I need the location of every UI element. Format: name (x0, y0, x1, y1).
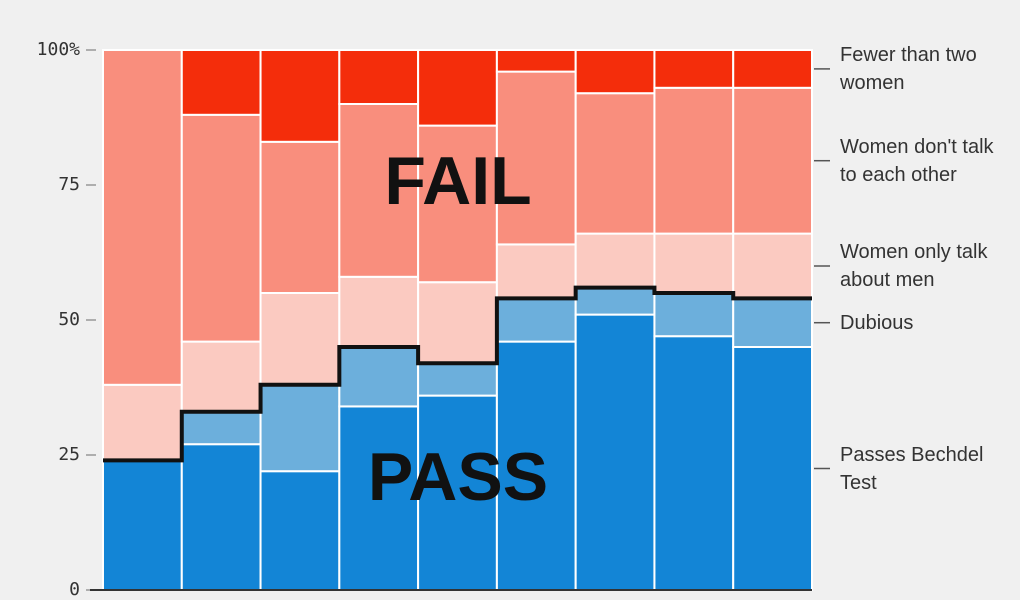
y-tick-label: 50 (58, 309, 80, 330)
bar-segment (259, 292, 341, 386)
bar-segment (574, 49, 656, 95)
bar-segment (495, 340, 577, 591)
annotation: PASS (368, 439, 548, 515)
bar-segment (259, 140, 341, 294)
bar-segment (417, 281, 498, 365)
bar-segment (338, 275, 420, 348)
bar-segment (574, 92, 656, 235)
bar-segment (180, 49, 262, 116)
y-tick-label: 25 (58, 444, 80, 465)
y-tick-label: 75 (58, 174, 80, 195)
bar-segment (180, 443, 262, 592)
pass-threshold-line (103, 285, 812, 463)
bar-segment (495, 70, 577, 246)
bar-segment (653, 335, 735, 592)
bar-segment (102, 49, 183, 386)
bar-segment (102, 383, 183, 462)
bar-segment (574, 313, 656, 591)
bar-segment (338, 346, 420, 408)
bar-segment (495, 49, 577, 73)
bar-segment (653, 232, 735, 295)
bar-segment (653, 292, 735, 338)
bar-segment (180, 340, 262, 413)
legend-label: Women don't talk to each other (840, 135, 994, 186)
bar-segment (259, 383, 341, 473)
bar-segment (732, 86, 814, 235)
y-tick-label: 100% (37, 39, 81, 60)
legend-label: Women only talk about men (840, 241, 988, 291)
bar-segment (495, 297, 577, 343)
y-tick-label: 0 (69, 579, 80, 600)
bar-segment (417, 362, 498, 397)
bar-segment (653, 86, 735, 235)
bar-segment (338, 103, 420, 278)
bar-segment (732, 297, 814, 348)
bar-segment (259, 49, 341, 143)
bar-segment (495, 243, 577, 300)
bar-segment (102, 459, 183, 591)
legend-label: Fewer than two women (840, 43, 977, 94)
bar-segment (732, 49, 814, 89)
bar-segment (574, 232, 656, 289)
legend-label: Passes Bechdel Test (840, 443, 984, 494)
bar-segment (417, 49, 498, 127)
bar-segment (180, 113, 262, 343)
bar-segment (417, 124, 498, 284)
bar-segment (259, 470, 341, 592)
bar-segment (732, 232, 814, 300)
bar-segment (180, 410, 262, 446)
legend-label: Dubious (840, 311, 914, 334)
bar-segment (338, 49, 420, 105)
bar-segment (732, 346, 814, 591)
bar-segment (653, 49, 735, 89)
annotation: FAIL (384, 143, 531, 219)
bar-segment (574, 286, 656, 316)
